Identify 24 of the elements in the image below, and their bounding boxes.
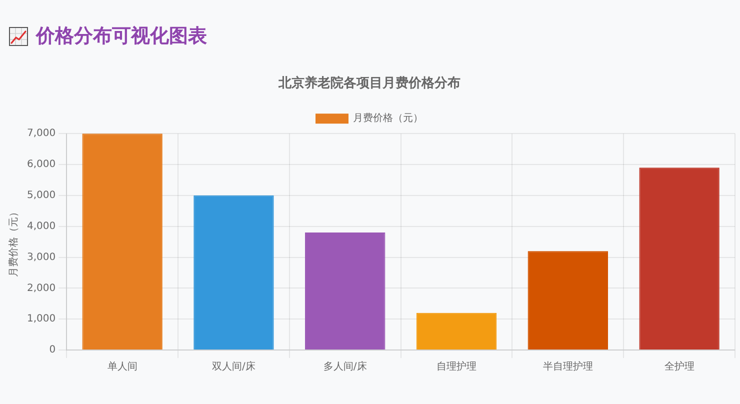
x-tick-label: 半自理护理 [542,360,593,373]
bar [194,195,274,350]
x-tick-label: 多人间/床 [323,360,367,373]
y-tick-label: 0 [49,344,56,356]
x-tick-label: 双人间/床 [212,360,256,373]
y-tick-label: 1,000 [26,314,56,325]
bar [82,134,162,350]
bar [639,168,720,350]
y-tick-label: 2,000 [26,282,56,294]
y-axis-title: 月费价格（元） [8,206,20,277]
x-tick-label: 自理护理 [436,360,477,373]
y-tick-label: 4,000 [26,220,56,232]
y-tick-label: 3,000 [26,252,56,263]
x-tick-label: 单人间 [107,360,138,373]
x-tick-label: 全护理 [664,360,694,373]
bar [528,251,608,350]
y-tick-label: 7,000 [26,128,56,140]
legend-label: 月费价格（元） [353,112,423,124]
chart-subtitle: 北京养老院各项目月费价格分布 [278,75,460,92]
bar [416,312,497,350]
y-tick-label: 5,000 [26,190,56,202]
chart-title: 价格分布可视化图表 [36,24,207,48]
bar [305,232,386,350]
y-tick-label: 6,000 [26,159,56,170]
